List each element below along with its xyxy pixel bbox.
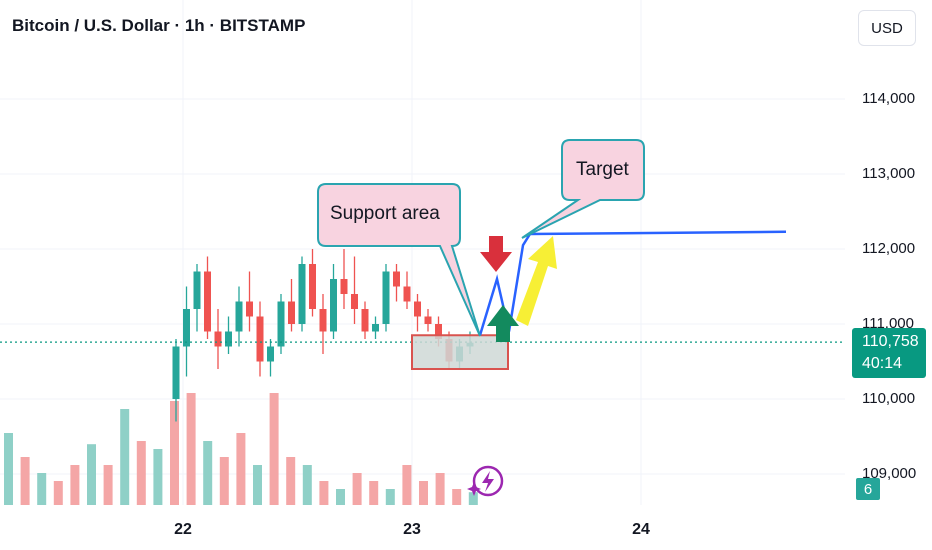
candle-body: [204, 271, 211, 332]
target-line: [529, 230, 787, 236]
volume-bar: [20, 457, 30, 505]
volume-bar: [4, 433, 13, 505]
candle-body: [172, 346, 180, 399]
candle-body: [403, 286, 411, 302]
volume-bar: [468, 492, 478, 505]
volume-bar: [70, 465, 80, 505]
volume-bar: [120, 409, 130, 505]
candle-body: [214, 331, 222, 347]
candle-body: [193, 271, 201, 309]
price-tick-label: 112,000: [862, 240, 916, 257]
price-tick-label: 113,000: [862, 165, 916, 182]
volume-bar: [203, 441, 213, 505]
volume-bar: [352, 473, 362, 505]
target-callout: [521, 139, 645, 239]
volume-bar: [236, 433, 246, 505]
price-tick-label: 109,000: [862, 465, 917, 482]
volume-bar: [153, 449, 163, 505]
currency-button[interactable]: USD: [858, 10, 916, 46]
volume-badge: 6: [856, 478, 880, 500]
candle-body: [183, 309, 190, 347]
candle-body: [382, 271, 390, 324]
volume-bar: [136, 441, 146, 505]
up-arrow-icon: [487, 305, 519, 342]
yellow-arrow-icon: [516, 236, 557, 326]
volume-bar: [186, 393, 196, 505]
candle-body: [393, 271, 400, 287]
time-tick-label: 22: [174, 521, 192, 538]
volume-bar: [319, 481, 329, 505]
candle-body: [372, 324, 379, 332]
bar-countdown: 40:14: [862, 355, 903, 372]
price-tick-label: 110,000: [862, 390, 916, 407]
volume-bar: [170, 401, 179, 505]
candle-body: [288, 301, 295, 324]
volume-bar: [302, 465, 312, 505]
candle-body: [256, 316, 264, 362]
price-tick-label: 111,000: [862, 315, 914, 332]
candle-body: [277, 301, 285, 347]
candle-body: [424, 316, 432, 324]
candle-body: [298, 264, 306, 324]
candle-body: [330, 279, 337, 332]
target-label: Target: [576, 159, 630, 180]
candle-body: [309, 264, 316, 309]
candles: [172, 249, 474, 422]
candle-body: [435, 324, 442, 339]
last-price-value: 110,758: [862, 333, 919, 350]
volume-bar: [385, 489, 395, 505]
candle-body: [414, 301, 421, 317]
candle-body: [267, 346, 274, 362]
volume-bar: [37, 473, 47, 505]
volume-bar: [435, 473, 445, 505]
price-tick-label: 114,000: [862, 90, 916, 107]
support-area-callout: [317, 183, 481, 337]
time-tick-label: 24: [632, 521, 650, 538]
support-area-label: Support area: [330, 203, 440, 224]
candle-body: [319, 309, 327, 332]
volume-bar: [336, 489, 345, 505]
volume-bar: [452, 489, 462, 505]
volume-bars: [4, 393, 478, 505]
volume-bar: [53, 481, 63, 505]
candle-body: [351, 294, 358, 309]
volume-bar: [87, 444, 96, 505]
last-price-badge: 110,758 40:14: [852, 328, 926, 378]
symbol-title: Bitcoin / U.S. Dollar · 1h · BITSTAMP: [12, 16, 306, 35]
candle-body: [246, 301, 253, 317]
down-arrow-icon: [480, 236, 512, 272]
candle-body: [235, 301, 243, 332]
volume-bar: [286, 457, 296, 505]
candle-body: [225, 331, 232, 347]
volume-bar: [402, 465, 412, 505]
candle-body: [361, 309, 369, 332]
volume-bar: [269, 393, 279, 505]
candle-body: [340, 279, 348, 294]
volume-bar: [419, 481, 428, 505]
volume-bar: [219, 457, 229, 505]
support-zone-box: [411, 334, 509, 370]
volume-bar: [103, 465, 113, 505]
flash-logo-icon: [467, 465, 504, 497]
volume-bar: [369, 481, 379, 505]
time-tick-label: 23: [403, 521, 421, 538]
volume-bar: [253, 465, 262, 505]
